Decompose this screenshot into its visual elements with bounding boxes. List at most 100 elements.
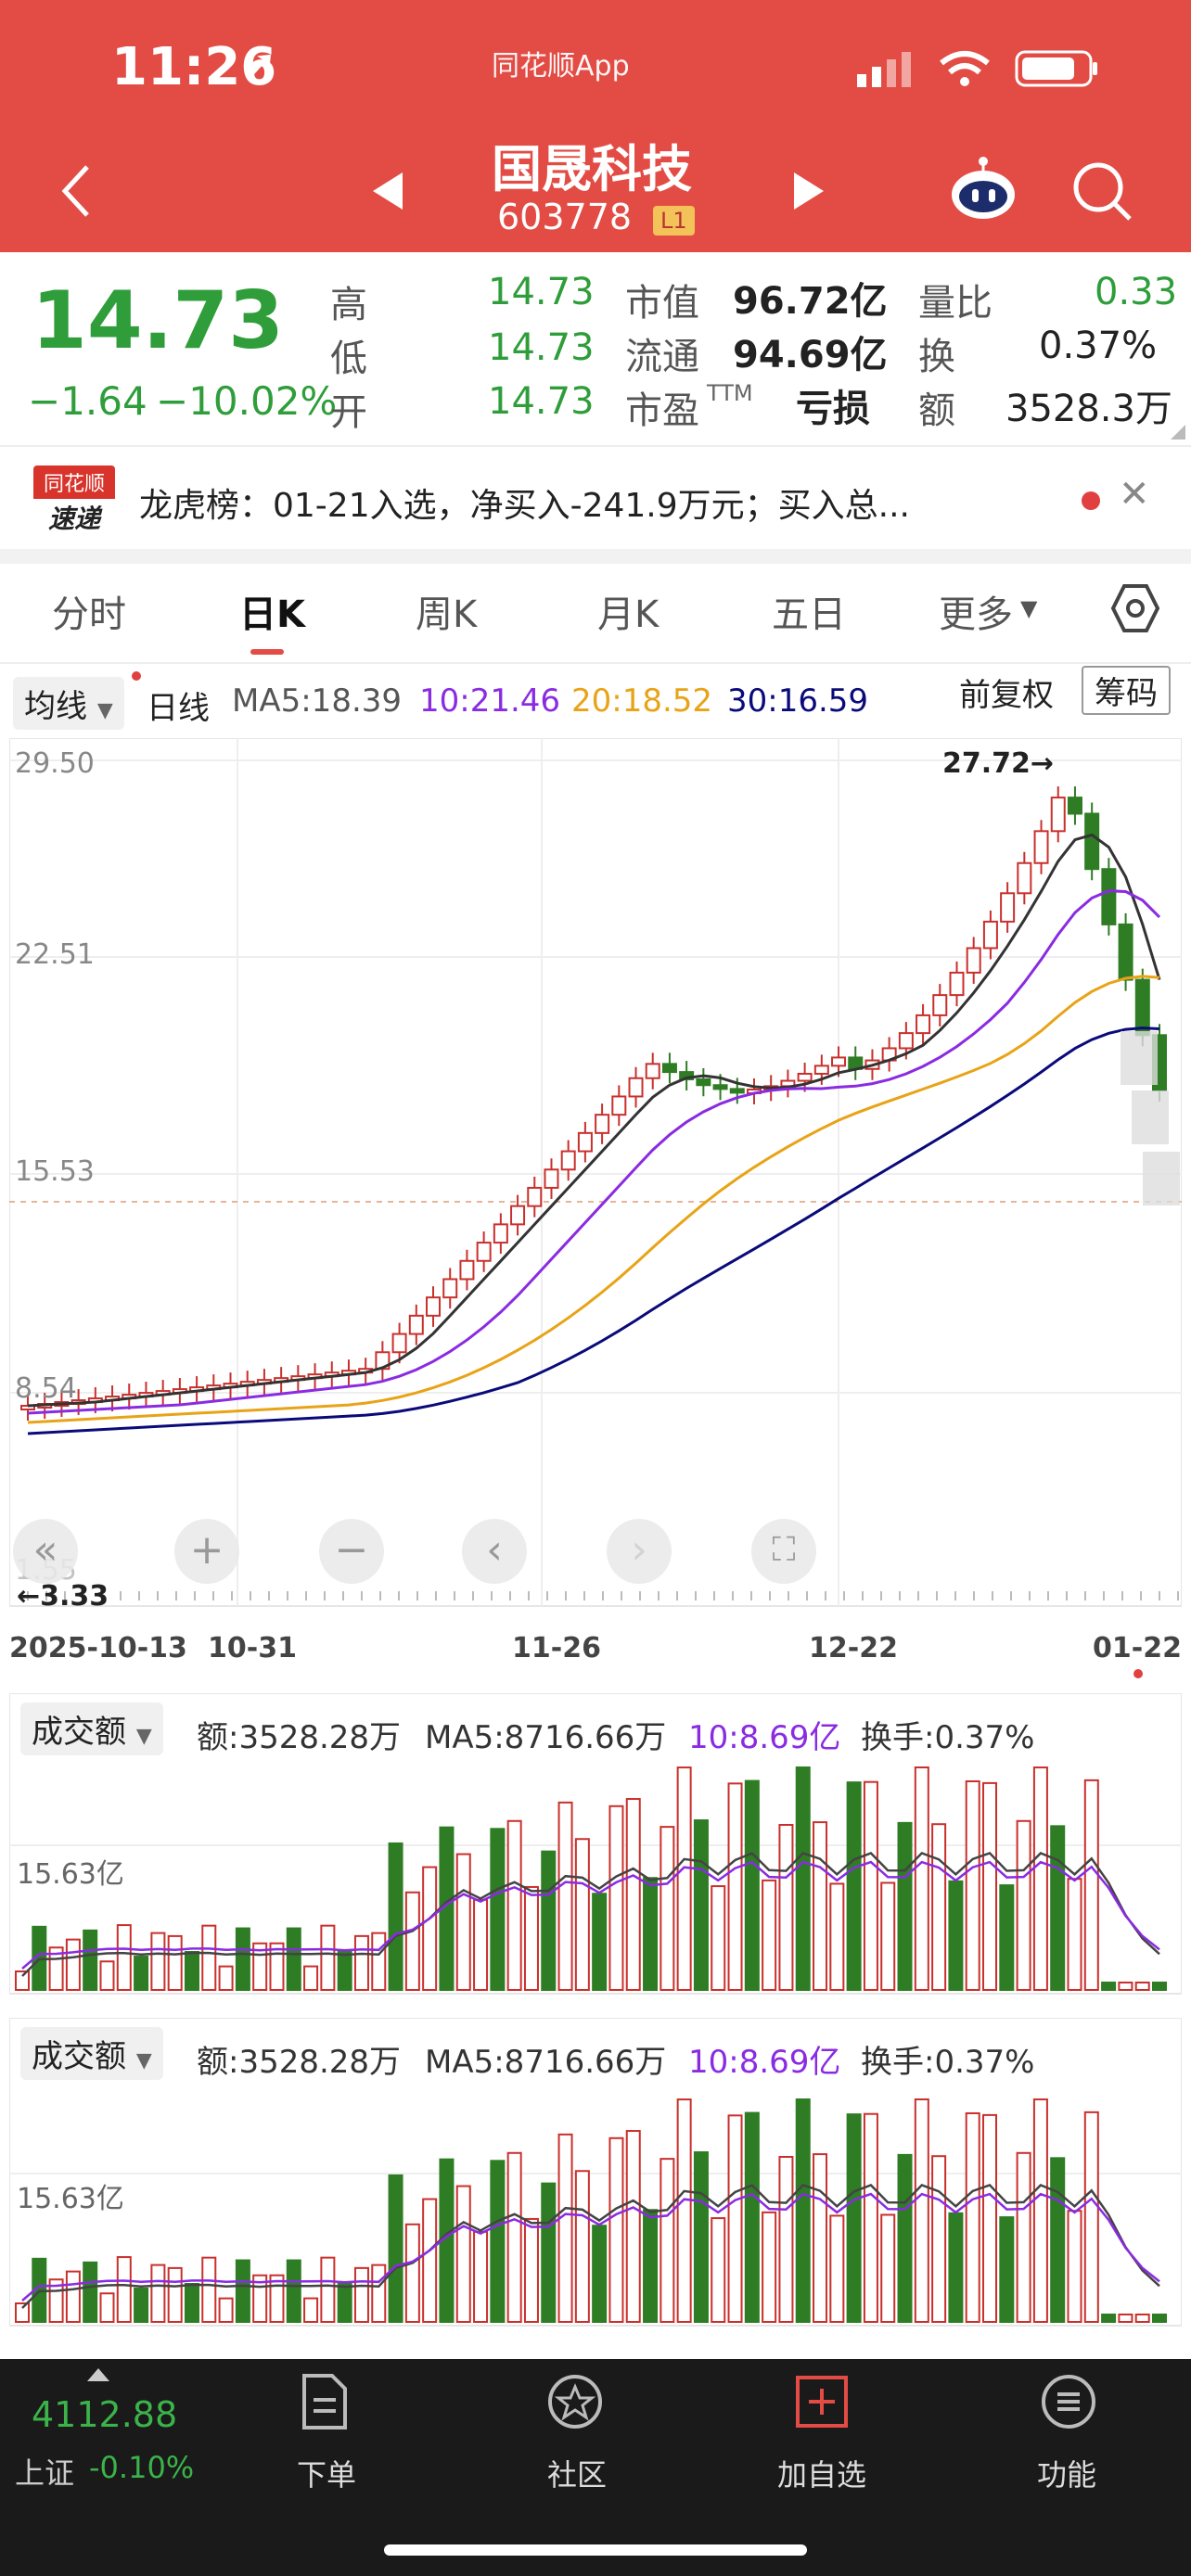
volume-ma10-line: [21, 2192, 1160, 2302]
location-icon: ➚: [243, 41, 277, 88]
scroll-right-icon[interactable]: ›: [607, 1519, 672, 1584]
news-close-icon[interactable]: ✕: [1119, 473, 1150, 516]
level-badge: L1: [653, 206, 695, 236]
volume-selector-label: 成交额: [32, 1714, 126, 1751]
volume-selector-label: 成交额: [32, 2038, 126, 2075]
volume-chart[interactable]: [9, 1693, 1182, 1997]
volume-bar: [643, 1877, 659, 1991]
volume-bar: [134, 2288, 149, 2323]
indicator-dot: [132, 671, 141, 681]
candle-body: [949, 971, 965, 997]
ma30-label: 30:16.59: [727, 682, 869, 720]
volume-bar: [1067, 1878, 1082, 1992]
candle-body: [898, 1032, 914, 1050]
volume-bar: [931, 1823, 947, 1991]
volume-bar: [303, 1965, 319, 1992]
candle-body: [1084, 812, 1100, 871]
zoom-out-icon[interactable]: −: [319, 1519, 384, 1584]
collapse-left-icon[interactable]: «: [13, 1519, 78, 1584]
volume-bar: [473, 2230, 489, 2323]
back-icon[interactable]: [58, 163, 95, 219]
battery-icon: [1015, 50, 1097, 87]
expand-corner-icon[interactable]: [1171, 425, 1185, 440]
function-button[interactable]: 功能: [1036, 2457, 1096, 2493]
tab-daily-k[interactable]: 日K: [239, 593, 305, 636]
scroll-handle: [1132, 1090, 1169, 1144]
tab-weekly-k[interactable]: 周K: [416, 593, 478, 636]
candle-body: [426, 1296, 442, 1317]
kline-chart[interactable]: [9, 738, 1182, 1619]
news-unread-dot: [1082, 491, 1100, 510]
chevron-down-icon: ▼: [1020, 595, 1038, 621]
search-icon[interactable]: [1070, 159, 1135, 224]
volume-bar: [693, 1819, 709, 1991]
volume-bar: [1101, 2314, 1117, 2323]
volume-indicator-selector[interactable]: 成交额 ▼: [20, 2027, 163, 2080]
candle-body: [966, 947, 981, 974]
status-app-name: 同花顺App: [492, 50, 630, 83]
volume-bar: [523, 1885, 539, 1991]
chart-frame: [9, 1693, 1182, 1995]
settings-icon[interactable]: [1109, 582, 1161, 634]
next-stock-icon[interactable]: [790, 171, 827, 211]
volume-ma10: 10:8.69亿: [688, 2044, 841, 2081]
robot-assistant-icon[interactable]: [946, 154, 1020, 228]
community-button[interactable]: 社区: [546, 2457, 607, 2493]
current-price: 14.73: [32, 274, 285, 367]
volume-chart[interactable]: [9, 2018, 1182, 2329]
volume-ma10: 10:8.69亿: [688, 1719, 841, 1756]
volume-bar: [201, 2256, 217, 2324]
float-label: 流通: [625, 336, 699, 378]
chips-button[interactable]: 筹码: [1082, 666, 1171, 715]
volume-indicator-selector[interactable]: 成交额 ▼: [20, 1702, 163, 1755]
amount-value: 3528.3万: [1005, 388, 1172, 430]
index-value[interactable]: 4112.88: [32, 2394, 178, 2435]
tab-more[interactable]: 更多: [939, 593, 1013, 636]
volume-bar: [778, 1823, 794, 1991]
date-axis-label: 01-22: [1093, 1632, 1182, 1664]
candle-body: [1050, 797, 1066, 833]
stock-code: 603778: [497, 197, 633, 237]
home-indicator: [384, 2544, 807, 2556]
tab-timeshare[interactable]: 分时: [52, 593, 126, 636]
scroll-handle: [1121, 1031, 1158, 1085]
open-label: 开: [330, 391, 367, 434]
scroll-left-icon[interactable]: ‹: [462, 1519, 527, 1584]
volume-bar: [523, 2217, 539, 2323]
date-axis-label: 11-26: [512, 1632, 601, 1664]
volume-bar: [829, 2214, 845, 2323]
volume-bar: [625, 2130, 641, 2323]
ma5-line: [27, 833, 1161, 1408]
news-ticker[interactable]: 同花顺 速递 龙虎榜：01-21入选，净买入-241.9万元；买入总... ✕: [0, 447, 1191, 549]
bottom-toolbar: 4112.88 上证 -0.10% 下单 社区 加自选 功能: [0, 2359, 1191, 2576]
adjust-button[interactable]: 前复权: [959, 677, 1054, 714]
chevron-down-icon: ▼: [96, 699, 113, 722]
mktcap-value: 96.72亿: [733, 280, 888, 323]
low-value: 14.73: [488, 326, 595, 369]
fullscreen-icon[interactable]: ⛶: [751, 1519, 816, 1584]
vol-ratio-value: 0.33: [1095, 271, 1178, 313]
add-watchlist-button[interactable]: 加自选: [776, 2457, 866, 2493]
prev-stock-icon[interactable]: [369, 171, 406, 211]
volume-bar: [829, 1882, 845, 1991]
zoom-in-icon[interactable]: +: [174, 1519, 239, 1584]
mktcap-label: 市值: [625, 282, 699, 325]
divider: [0, 662, 1191, 664]
volume-bar: [353, 2266, 369, 2323]
volume-bar: [99, 1960, 115, 1991]
order-button[interactable]: 下单: [296, 2457, 356, 2493]
indicator-selector[interactable]: 均线 ▼: [13, 677, 124, 730]
volume-bar: [269, 1942, 285, 1991]
volume-bar: [982, 1781, 998, 1992]
volume-bar: [388, 2174, 403, 2323]
header: 11:26 ➚ 同花顺App 国晟科技 603778 L1: [0, 0, 1191, 252]
index-name: 上证: [15, 2455, 75, 2491]
volume-bar: [353, 1934, 369, 1991]
tab-monthly-k[interactable]: 月K: [597, 593, 660, 636]
candle-body: [916, 1014, 931, 1035]
wifi-icon: [940, 51, 990, 86]
volume-bar: [643, 2209, 659, 2323]
volume-bar: [795, 1766, 811, 1992]
tab-five-day[interactable]: 五日: [772, 593, 846, 636]
news-logo: 同花顺 速递: [33, 465, 115, 538]
